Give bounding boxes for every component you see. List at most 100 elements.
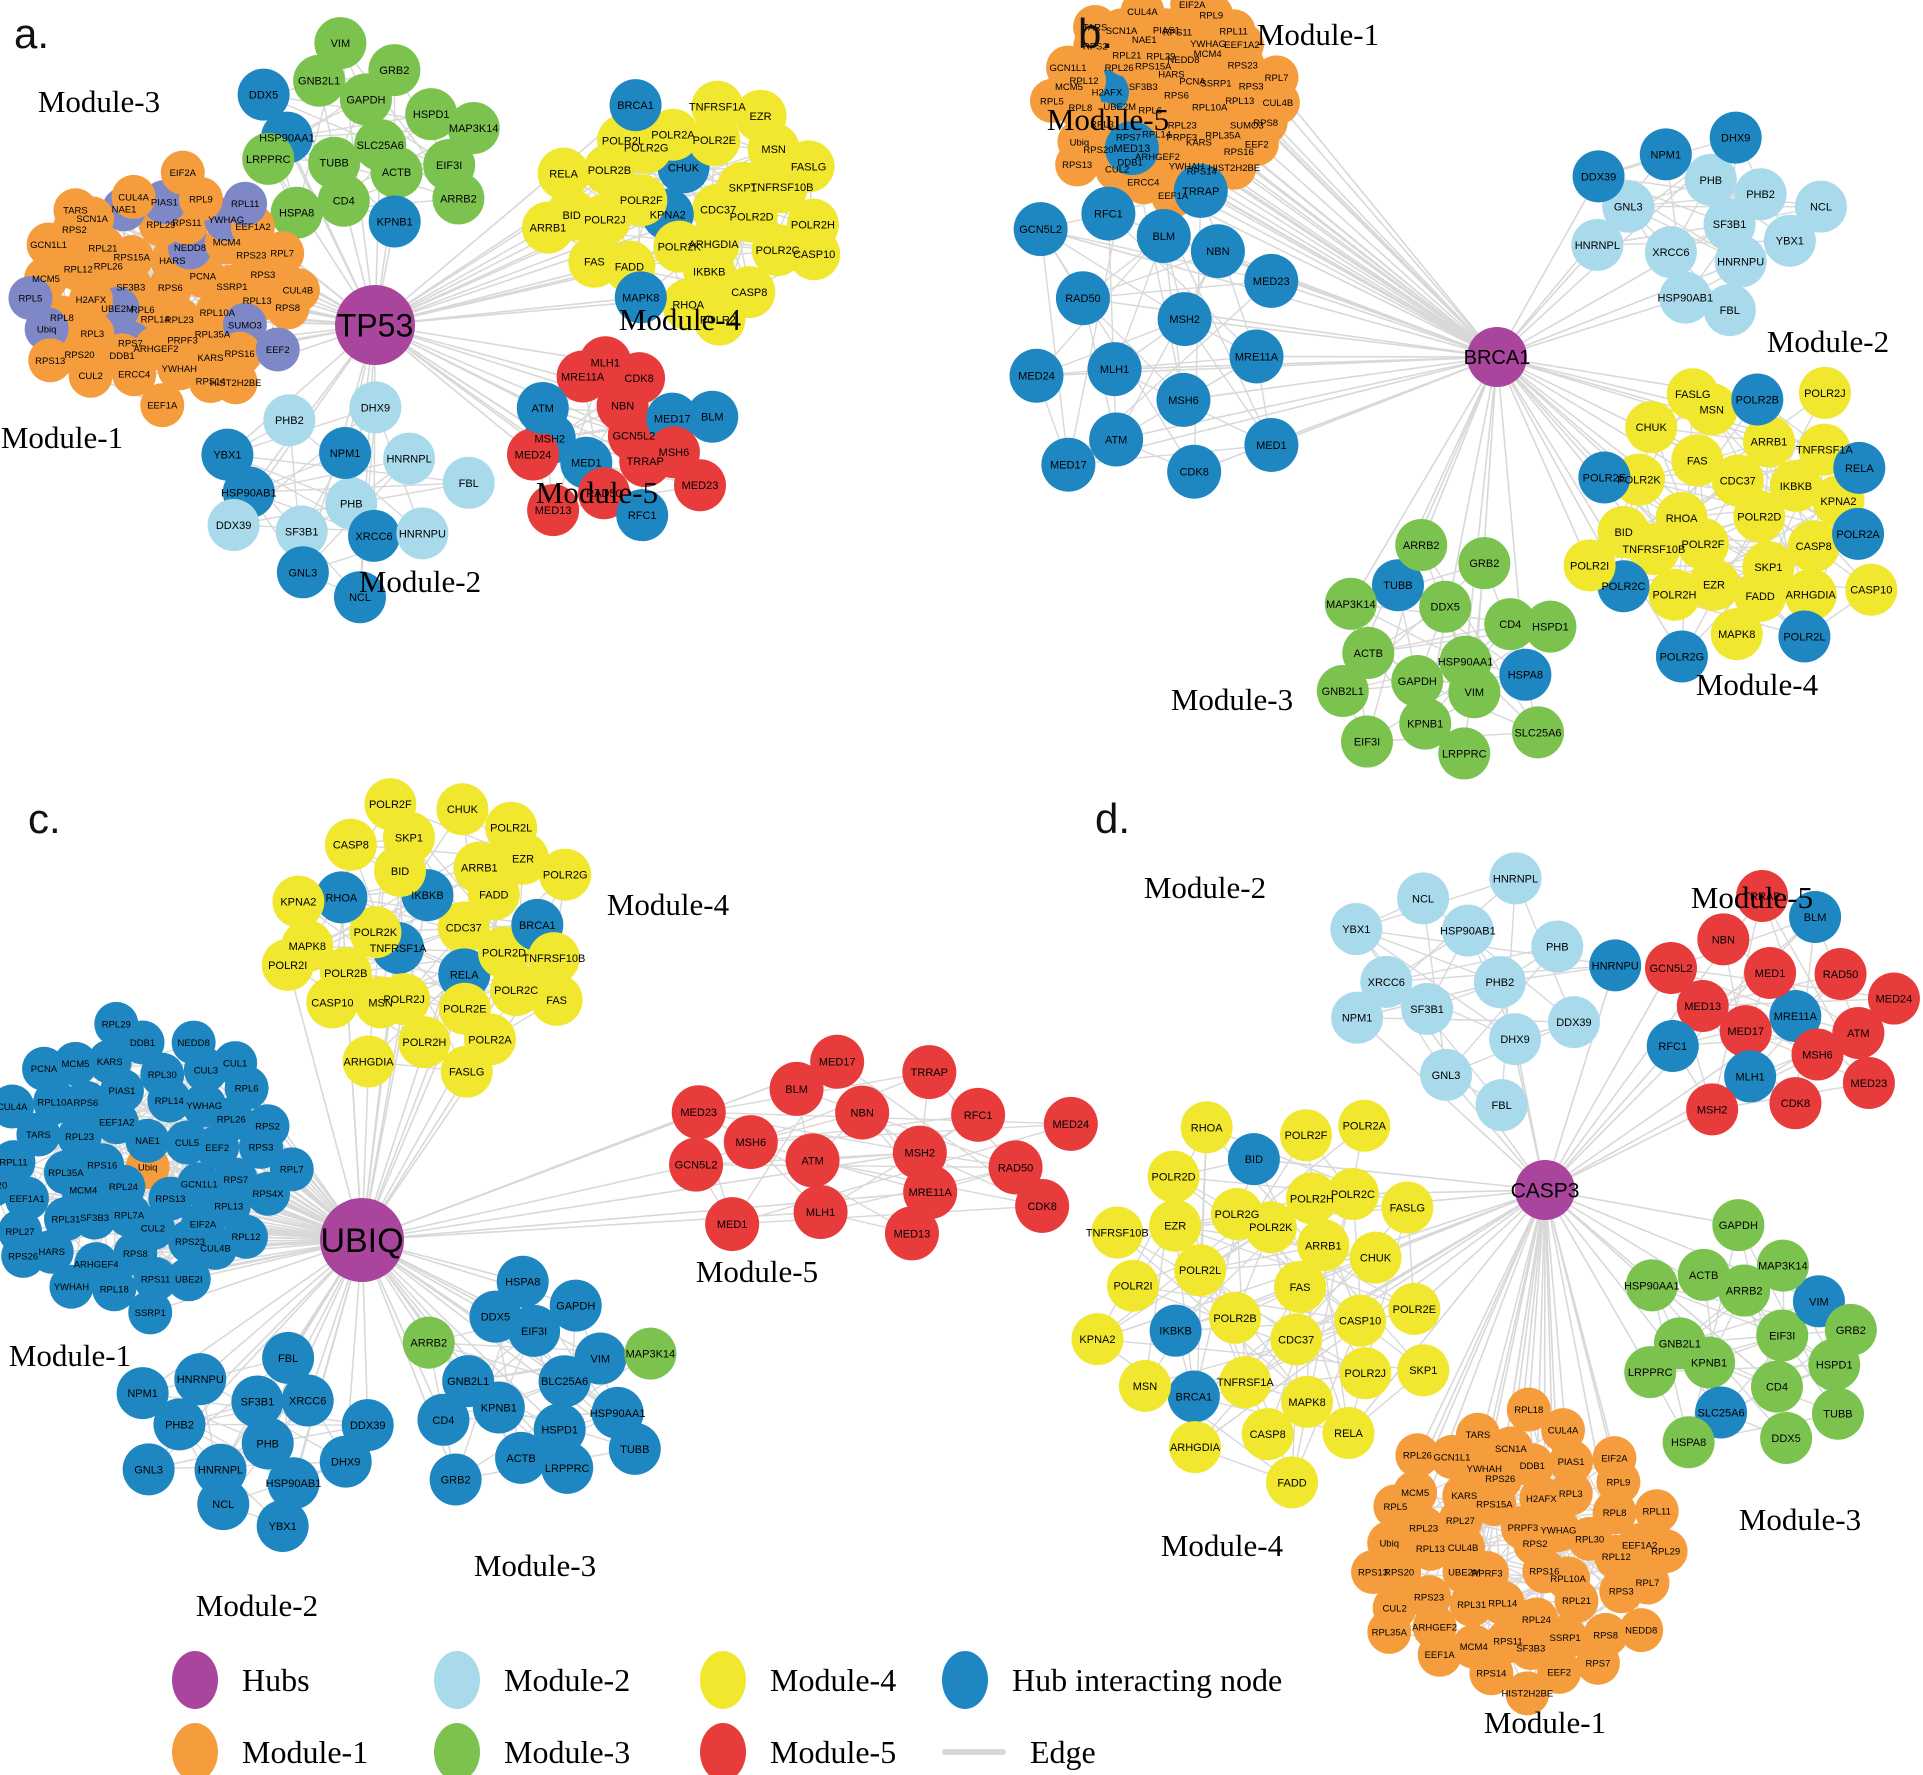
node-EIF2A — [160, 150, 205, 195]
edge — [1107, 213, 1117, 440]
node-label: EIF2A — [1179, 0, 1206, 11]
node-ARHGDIA — [1784, 568, 1837, 621]
node-HSPA8 — [1662, 1416, 1715, 1469]
node-EIF3I — [1341, 715, 1394, 768]
node-label: MCM5 — [1401, 1488, 1429, 1499]
node-ARRB2 — [1718, 1264, 1771, 1317]
node-RPS6 — [63, 1080, 108, 1125]
node-label: RPL35A — [1205, 130, 1241, 141]
node-label: GNB2L1 — [1659, 1338, 1701, 1350]
node-POLR2E — [1388, 1282, 1441, 1335]
hub-edge — [1544, 1189, 1651, 1373]
module3-color-swatch — [434, 1723, 480, 1775]
node-label: PCNA — [31, 1064, 58, 1075]
node-RELA — [1833, 441, 1886, 494]
node-label: MRE11A — [1774, 1011, 1818, 1023]
node-KPNA2 — [1071, 1313, 1124, 1366]
node-label: POLR2L — [1783, 631, 1825, 643]
node-label: ACTB — [506, 1453, 535, 1465]
node-RPL5 — [1373, 1484, 1418, 1529]
hub-edge — [1544, 967, 1672, 1191]
hub-edge — [1265, 121, 1498, 358]
node-ARHGDIA — [342, 1035, 395, 1088]
node-label: VIM — [331, 38, 351, 50]
module-label: Module-1 — [1257, 17, 1379, 52]
node-CUL1 — [213, 1041, 258, 1086]
node-label: RPL12 — [1602, 1552, 1631, 1563]
node-label: MED17 — [654, 414, 691, 426]
node-label: PRPF3 — [1166, 133, 1197, 144]
node-label: EIF3I — [521, 1326, 547, 1338]
node-DDX5 — [469, 1290, 522, 1343]
node-label: FBL — [278, 1353, 298, 1365]
node-label: TNFRSF10B — [1622, 544, 1685, 556]
node-label: RPL7 — [280, 1165, 304, 1176]
hub-node-TP53 — [335, 285, 415, 365]
node-label: EZR — [750, 111, 772, 123]
node-POLR2F — [364, 778, 417, 831]
node-CUL4A — [1120, 0, 1165, 34]
node-label: NPM1 — [127, 1388, 158, 1400]
node-PHB2 — [1734, 168, 1787, 221]
node-label: RPL23 — [165, 315, 194, 326]
node-label: CASP10 — [1339, 1316, 1381, 1328]
edge — [796, 1088, 1016, 1169]
node-DHX9 — [1489, 1013, 1542, 1066]
node-label: RPL12 — [1070, 76, 1099, 87]
node-HNRNPL — [1489, 852, 1542, 905]
node-EIF2A — [1592, 1436, 1637, 1481]
node-label: RPL6 — [131, 305, 155, 316]
node-label: MSH2 — [905, 1148, 936, 1160]
node-label: RPS16 — [1224, 147, 1254, 158]
node-label: GCN5L2 — [1650, 963, 1693, 975]
node-label: ATM — [801, 1155, 823, 1167]
node-label: TUBB — [620, 1444, 649, 1456]
node-MAP3K14 — [447, 101, 500, 154]
node-label: MCM4 — [1460, 1642, 1488, 1653]
node-ACTB — [370, 146, 423, 199]
legend-label: Module-5 — [770, 1733, 897, 1770]
node-POLR2H — [398, 1016, 451, 1069]
node-GAPDH — [549, 1279, 602, 1332]
node-BLM — [1789, 890, 1842, 943]
node-RPS13 — [1055, 142, 1100, 187]
node-label: KARS — [198, 353, 224, 364]
node-POLR2C — [490, 964, 543, 1017]
node-RPL12 — [224, 1214, 269, 1259]
node-HSPA8 — [1499, 648, 1552, 701]
hub-label: CASP3 — [1511, 1180, 1580, 1203]
node-label: GNL3 — [1432, 1070, 1461, 1082]
node-label: KPNB1 — [481, 1402, 517, 1414]
node-label: MCM5 — [1055, 82, 1083, 93]
node-label: CDC37 — [700, 204, 736, 216]
module-label: Module-2 — [196, 1588, 318, 1623]
node-label: PHB — [340, 499, 363, 511]
node-label: GRB2 — [1836, 1325, 1866, 1337]
node-label: CD4 — [1499, 619, 1521, 631]
node-label: GCN5L2 — [612, 431, 655, 443]
node-MSN — [1118, 1359, 1171, 1412]
node-label: RPS6 — [158, 283, 183, 294]
node-label: YBX1 — [213, 450, 241, 462]
node-label: PIAS1 — [1558, 1457, 1585, 1468]
node-label: HNRNPU — [399, 528, 446, 540]
edge — [1357, 1016, 1574, 1023]
node-POLR2B — [1209, 1291, 1262, 1344]
node-label: RPL5 — [1040, 96, 1064, 107]
node-label: DDX39 — [216, 520, 251, 532]
node-label: POLR2K — [1249, 1222, 1293, 1234]
node-label: SSRP1 — [216, 282, 247, 293]
node-label: ATM — [532, 403, 554, 415]
node-label: BID — [562, 210, 580, 222]
node-label: RPL14 — [1488, 1598, 1517, 1609]
node-label: PHB — [1699, 175, 1722, 187]
hub-edge — [1271, 356, 1498, 446]
node-label: YWHAG — [208, 215, 244, 226]
node-label: RPL29 — [1651, 1547, 1680, 1558]
node-label: RPL14 — [1142, 129, 1171, 140]
node-label: TUBB — [320, 158, 349, 170]
node-label: MLH1 — [1100, 364, 1129, 376]
node-HSP90AB1 — [1659, 271, 1712, 324]
node-RAD50 — [988, 1140, 1043, 1195]
node-label: RPL30 — [1575, 1534, 1604, 1545]
